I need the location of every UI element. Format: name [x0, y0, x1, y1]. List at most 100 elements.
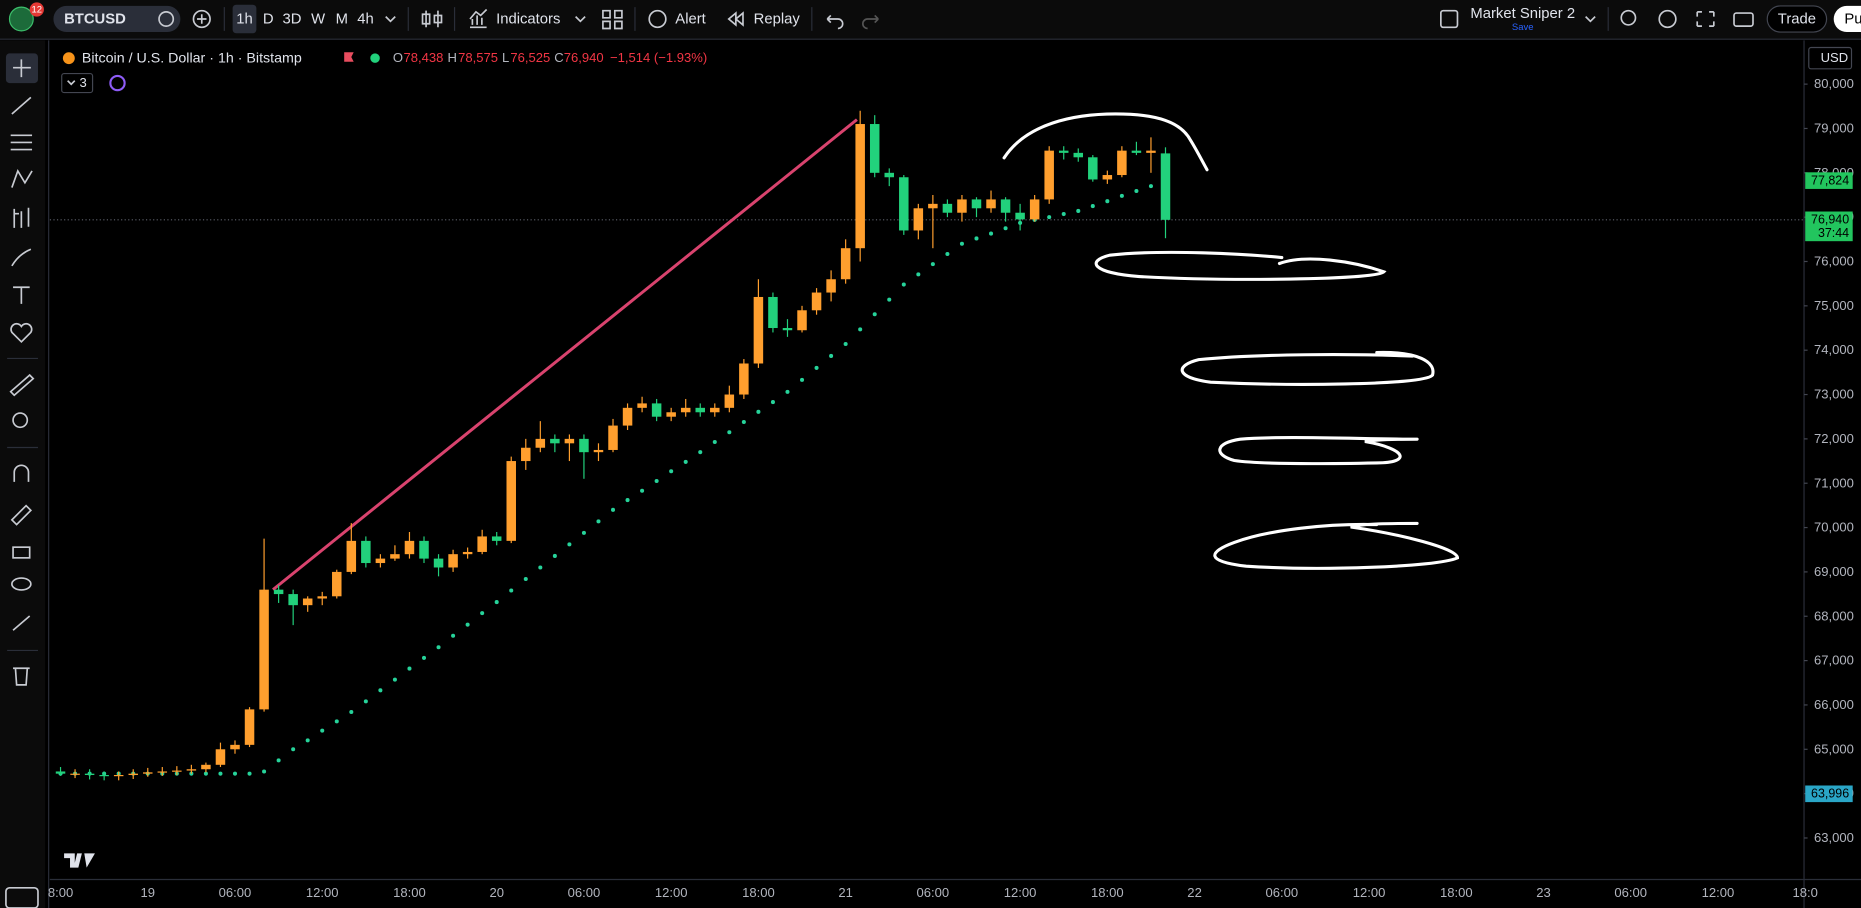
- delete-tool[interactable]: [13, 667, 30, 686]
- link-tool[interactable]: [12, 615, 31, 631]
- undo-icon[interactable]: [826, 14, 844, 30]
- tv-logo[interactable]: [64, 853, 95, 868]
- x-tick-label: 12:00: [655, 885, 688, 900]
- candle-body: [1146, 150, 1156, 153]
- fullscreen-icon[interactable]: [1696, 11, 1715, 27]
- trade-button[interactable]: Trade: [1778, 12, 1816, 28]
- sar-dot: [567, 542, 572, 547]
- sar-dot: [320, 728, 325, 733]
- sar-dot: [334, 719, 339, 724]
- y-tick-label: 71,000: [1814, 475, 1854, 490]
- flag-icon[interactable]: [344, 52, 354, 62]
- legend-open: 78,438: [404, 50, 444, 65]
- sar-dot: [625, 498, 630, 503]
- interval-button[interactable]: 4h: [357, 12, 373, 28]
- scribble-arc: [1002, 112, 1209, 172]
- interval-button[interactable]: D: [263, 12, 274, 28]
- measure-tool[interactable]: [9, 373, 35, 397]
- interval-button[interactable]: 3D: [282, 12, 301, 28]
- sar-dot: [581, 530, 586, 535]
- symbol[interactable]: BTCUSD: [64, 12, 126, 28]
- sar-dot: [509, 588, 514, 593]
- sar-dot: [727, 430, 732, 435]
- compare-icon[interactable]: [158, 11, 175, 27]
- legend: Bitcoin / U.S. Dollar · 1h · Bitstamp O …: [61, 50, 707, 94]
- lock-tool[interactable]: [12, 546, 31, 559]
- candle-body: [797, 310, 807, 331]
- scribble-ellipse: [1180, 350, 1435, 386]
- legend-low-key: L: [502, 50, 509, 65]
- interval-dropdown[interactable]: [385, 16, 396, 23]
- currency[interactable]: USD: [1821, 50, 1849, 65]
- sar-dot: [712, 439, 717, 444]
- candle-body: [695, 407, 705, 413]
- icon-tool[interactable]: [10, 322, 33, 344]
- brush-tool[interactable]: [11, 248, 32, 267]
- candle-body: [826, 279, 836, 293]
- stay-drawing-tool[interactable]: [10, 504, 33, 526]
- magnet-tool[interactable]: [13, 464, 30, 482]
- chevron: [67, 80, 76, 86]
- prediction-tool[interactable]: [13, 207, 30, 228]
- candle-body: [99, 775, 109, 777]
- indicators-button[interactable]: Indicators: [496, 12, 560, 28]
- price-badge: [1805, 785, 1853, 803]
- candle-body: [288, 594, 298, 606]
- text-tool[interactable]: [13, 286, 30, 304]
- publish-button[interactable]: Pu: [1844, 12, 1861, 28]
- snapshot-icon[interactable]: [1733, 12, 1754, 27]
- candle-body: [840, 248, 851, 280]
- alert-button[interactable]: Alert: [675, 12, 706, 28]
- interval-button[interactable]: 1h: [236, 12, 252, 28]
- indicators-toggle[interactable]: [61, 72, 94, 94]
- publish-button-bg[interactable]: [1833, 5, 1861, 33]
- redo-icon[interactable]: [862, 14, 879, 30]
- candle-body: [680, 407, 691, 413]
- symbol-search[interactable]: [53, 5, 181, 33]
- currency-box[interactable]: [1808, 46, 1853, 70]
- chart-type-icon[interactable]: [421, 10, 443, 28]
- cursor-tool[interactable]: [13, 59, 31, 78]
- favorites-tool[interactable]: [5, 886, 39, 908]
- candle-body: [928, 203, 938, 209]
- layout-icon[interactable]: [1440, 9, 1459, 29]
- quick-search-icon[interactable]: [1620, 9, 1637, 26]
- layout-dropdown[interactable]: [1585, 16, 1596, 23]
- interval-button[interactable]: M: [336, 12, 348, 28]
- candle-body: [899, 177, 909, 231]
- settings-icon[interactable]: [1658, 9, 1677, 29]
- fib-tool[interactable]: [10, 134, 33, 151]
- trendline-tool[interactable]: [11, 96, 32, 115]
- replay-button[interactable]: Replay: [754, 12, 801, 28]
- sync-icon[interactable]: [109, 74, 126, 92]
- zoom-tool[interactable]: [12, 412, 29, 429]
- trade-button-bg[interactable]: [1766, 5, 1828, 33]
- candle-body: [1029, 199, 1040, 220]
- candle-body: [172, 770, 182, 772]
- x-tick-label: 12:00: [1702, 885, 1735, 900]
- x-tick-label: 06:00: [568, 885, 601, 900]
- pattern-tool[interactable]: [11, 168, 33, 188]
- replay-icon[interactable]: [727, 11, 744, 27]
- candle-body: [869, 124, 880, 173]
- indicators-icon[interactable]: [469, 8, 488, 29]
- y-tick-label: 79,000: [1814, 121, 1854, 136]
- alert-icon[interactable]: [648, 9, 667, 29]
- hide-tool[interactable]: [11, 577, 32, 591]
- add-symbol-icon[interactable]: [192, 9, 211, 29]
- sar-dot: [1047, 215, 1052, 220]
- x-tick-label: 12:00: [306, 885, 339, 900]
- candle-body: [186, 769, 197, 771]
- sar-dot: [596, 519, 601, 524]
- templates-icon[interactable]: [602, 9, 623, 30]
- indicators-dropdown[interactable]: [575, 16, 586, 23]
- y-tick-label: 73,000: [1814, 387, 1854, 402]
- sar-dot: [218, 771, 223, 776]
- avatar[interactable]: [8, 6, 34, 32]
- interval-button[interactable]: W: [311, 12, 325, 28]
- y-tick-label: 67,000: [1814, 653, 1854, 668]
- sar-dot: [669, 469, 674, 474]
- x-tick-label: 18:0: [1793, 885, 1818, 900]
- price-badge-label: 63,996: [1811, 787, 1849, 801]
- layout-name[interactable]: Market Sniper 2: [1470, 6, 1575, 22]
